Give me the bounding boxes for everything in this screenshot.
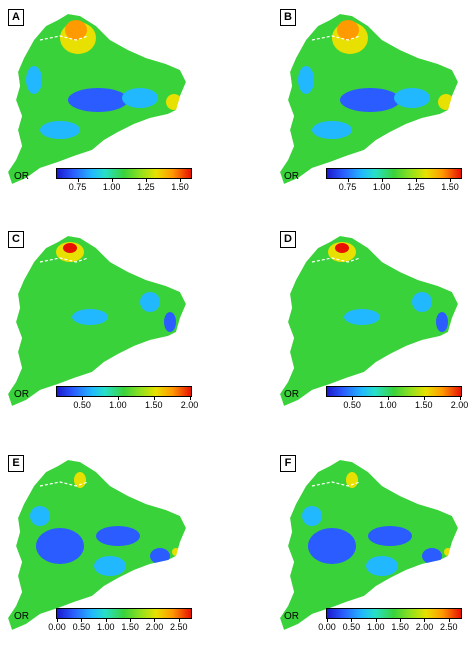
legend-title: OR	[284, 171, 299, 182]
legend-title: OR	[14, 171, 29, 182]
colorbar-tick	[351, 618, 353, 622]
colorbar-tick-label: 2.50	[170, 622, 188, 632]
colorbar-tick	[459, 396, 461, 400]
colorbar-tick-label: 0.75	[338, 182, 357, 192]
colorbar-tick	[130, 618, 132, 622]
colorbar-tick	[352, 396, 354, 400]
legend-title: OR	[14, 389, 29, 400]
colorbar-tick-label: 1.00	[96, 622, 115, 632]
colorbar-tick-label: 0.75	[68, 182, 87, 192]
colorbar-tick-label: 1.50	[144, 400, 163, 410]
colorbar-tick	[387, 396, 389, 400]
panel-f: F OR 0.00 0.50 1.00 1.50 2.00 2.50	[244, 446, 474, 651]
colorbar-tick	[180, 178, 182, 182]
colorbar-tick	[400, 618, 402, 622]
panel-e: E OR 0.00 0.50 1.00 1.50 2.00 2.50	[0, 446, 230, 651]
color-bar	[326, 608, 462, 619]
colorbar-tick	[448, 618, 450, 622]
map	[280, 460, 458, 630]
panel-c: C OR 0.50 1.00 1.50 2.00	[0, 222, 230, 427]
colorbar-tick	[145, 178, 147, 182]
legend: OR 0.75 1.00 1.25 1.50	[284, 168, 464, 198]
panel-label: D	[280, 231, 296, 248]
colorbar-tick-label: 2.50	[440, 622, 458, 632]
colorbar-tick	[81, 618, 83, 622]
color-bar	[56, 168, 192, 179]
colorbar-tick	[82, 396, 84, 400]
colorbar-tick-label: 2.00	[415, 622, 434, 632]
colorbar-tick	[381, 178, 383, 182]
panel-label: F	[280, 455, 296, 472]
colorbar-tick	[154, 618, 156, 622]
panel-d: D OR 0.50 1.00 1.50 2.00	[244, 222, 474, 427]
colorbar-tick	[423, 396, 425, 400]
colorbar-tick	[117, 396, 119, 400]
map	[8, 236, 186, 406]
colorbar-tick	[450, 178, 452, 182]
map	[280, 236, 458, 406]
colorbar-tick-label: 1.00	[102, 182, 121, 192]
colorbar-tick-label: 1.25	[137, 182, 155, 192]
colorbar-tick	[189, 396, 191, 400]
legend: OR 0.00 0.50 1.00 1.50 2.00 2.50	[14, 608, 194, 638]
legend-title: OR	[284, 389, 299, 400]
legend-title: OR	[14, 611, 29, 622]
map	[280, 14, 458, 184]
panel-a: A OR 0.75 1.00 1.25 1.50	[0, 0, 230, 205]
colorbar-tick-label: 2.00	[450, 400, 469, 410]
colorbar-tick-label: 1.50	[441, 182, 459, 192]
color-bar	[326, 168, 462, 179]
colorbar-tick-label: 1.00	[372, 182, 391, 192]
color-bar	[56, 608, 192, 619]
colorbar-tick-label: 2.00	[145, 622, 164, 632]
colorbar-tick-label: 0.00	[48, 622, 66, 632]
color-bar	[326, 386, 462, 397]
legend: OR 0.50 1.00 1.50 2.00	[284, 386, 468, 416]
colorbar-tick	[178, 618, 180, 622]
map	[8, 460, 186, 630]
panel-label: E	[8, 455, 24, 472]
colorbar-tick	[424, 618, 426, 622]
colorbar-tick	[111, 178, 113, 182]
panel-label: C	[8, 231, 24, 248]
colorbar-tick-label: 1.50	[391, 622, 409, 632]
colorbar-tick-label: 1.00	[366, 622, 385, 632]
legend: OR 0.00 0.50 1.00 1.50 2.00 2.50	[284, 608, 464, 638]
colorbar-tick	[153, 396, 155, 400]
colorbar-tick-label: 0.50	[73, 400, 91, 410]
colorbar-tick	[347, 178, 349, 182]
colorbar-tick-label: 1.00	[379, 400, 397, 410]
colorbar-tick-label: 0.50	[343, 400, 361, 410]
color-bar	[56, 386, 192, 397]
colorbar-tick-label: 1.50	[414, 400, 433, 410]
colorbar-tick	[327, 618, 328, 622]
panel-label: A	[8, 9, 24, 26]
colorbar-tick-label: 1.50	[121, 622, 139, 632]
map	[8, 14, 186, 184]
colorbar-tick	[57, 618, 58, 622]
colorbar-tick	[415, 178, 417, 182]
colorbar-tick-label: 0.50	[342, 622, 361, 632]
colorbar-tick-label: 1.50	[171, 182, 189, 192]
colorbar-tick	[105, 618, 107, 622]
colorbar-tick	[375, 618, 377, 622]
legend: OR 0.50 1.00 1.50 2.00	[14, 386, 198, 416]
colorbar-tick-label: 0.00	[318, 622, 336, 632]
legend: OR 0.75 1.00 1.25 1.50	[14, 168, 194, 198]
colorbar-tick-label: 0.50	[72, 622, 91, 632]
legend-title: OR	[284, 611, 299, 622]
panel-b: B OR 0.75 1.00 1.25 1.50	[244, 0, 474, 205]
panel-label: B	[280, 9, 296, 26]
colorbar-tick-label: 1.25	[407, 182, 425, 192]
colorbar-tick-label: 1.00	[109, 400, 127, 410]
colorbar-tick	[77, 178, 79, 182]
colorbar-tick-label: 2.00	[180, 400, 199, 410]
